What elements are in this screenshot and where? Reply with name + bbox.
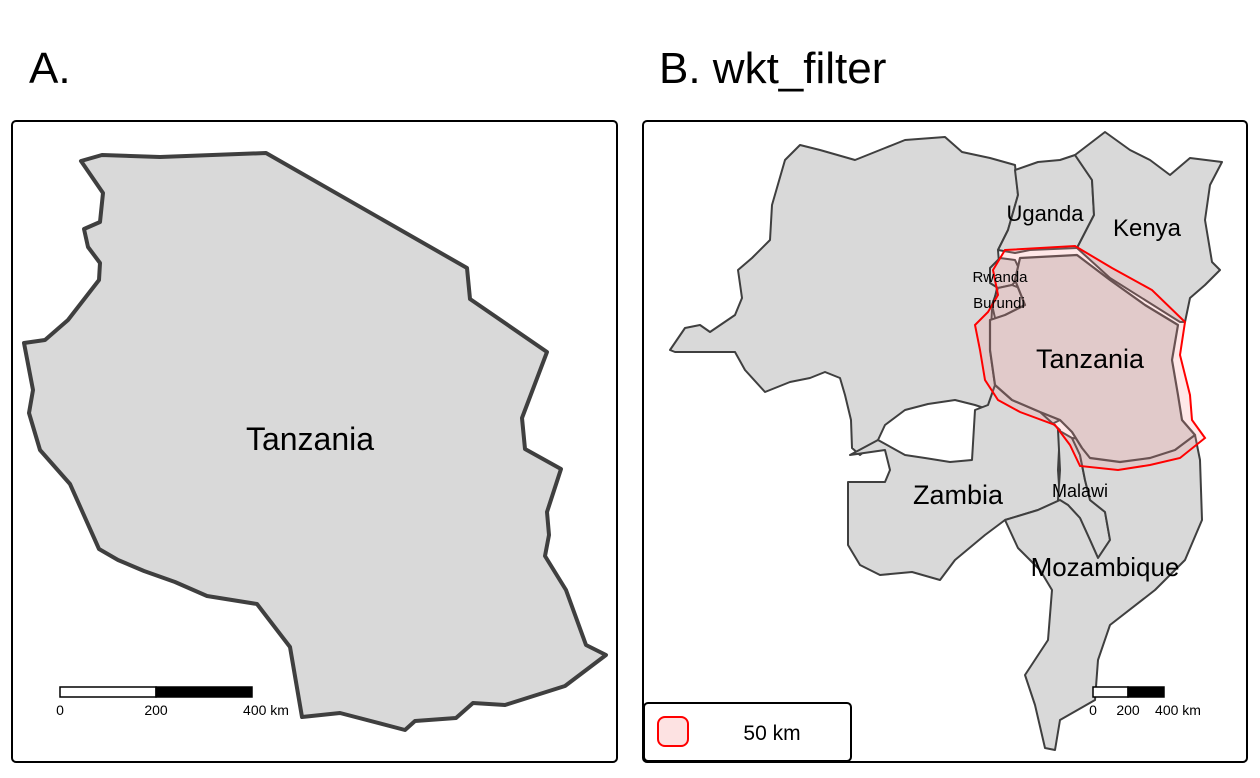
panel-b-map: Uganda Kenya Rwanda Burundi Tanzania Zam… xyxy=(642,120,1248,763)
scalebar-b-tick-2: 400 km xyxy=(1155,702,1201,718)
scalebar-b-tick-1: 200 xyxy=(1116,702,1140,718)
zambia-label: Zambia xyxy=(913,480,1004,510)
malawi-label: Malawi xyxy=(1052,481,1108,501)
legend-label: 50 km xyxy=(743,722,800,745)
panel-a-frame xyxy=(11,120,618,763)
kenya-label: Kenya xyxy=(1113,215,1182,242)
mozambique-label: Mozambique xyxy=(1031,552,1180,582)
tanzania-shape xyxy=(22,151,608,732)
tanzania-label: Tanzania xyxy=(246,421,374,457)
scalebar-b-black xyxy=(1127,686,1165,698)
scalebar-b-tick-0: 0 xyxy=(1089,702,1097,718)
buffer-50km xyxy=(973,244,1207,472)
scalebar-b-white xyxy=(1092,686,1129,698)
scalebar-a-tick-1: 200 xyxy=(144,702,168,718)
legend-swatch xyxy=(657,716,689,747)
scalebar-a-black xyxy=(155,686,253,698)
mozambique-shape xyxy=(1004,434,1203,751)
scalebar-b: 0 200 400 km xyxy=(1089,686,1201,718)
scalebar-a: 0 200 400 km xyxy=(56,686,289,718)
rwanda-label: Rwanda xyxy=(972,269,1028,286)
legend: 50 km xyxy=(643,702,852,762)
panel-a-map: Tanzania 0 200 400 km xyxy=(11,120,618,763)
tanzania-shape-b xyxy=(988,253,1197,464)
scalebar-a-white xyxy=(59,686,157,698)
panel-b-frame xyxy=(642,120,1248,763)
scalebar-a-tick-2: 400 km xyxy=(243,702,289,718)
panel-b-title: B. wkt_filter xyxy=(659,44,887,93)
kenya-shape xyxy=(1074,131,1223,323)
panel-a-title: A. xyxy=(29,44,71,93)
scalebar-a-tick-0: 0 xyxy=(56,702,64,718)
uganda-label: Uganda xyxy=(1006,201,1084,226)
burundi-label: Burundi xyxy=(973,295,1025,312)
tanzania-label-b: Tanzania xyxy=(1036,344,1145,374)
